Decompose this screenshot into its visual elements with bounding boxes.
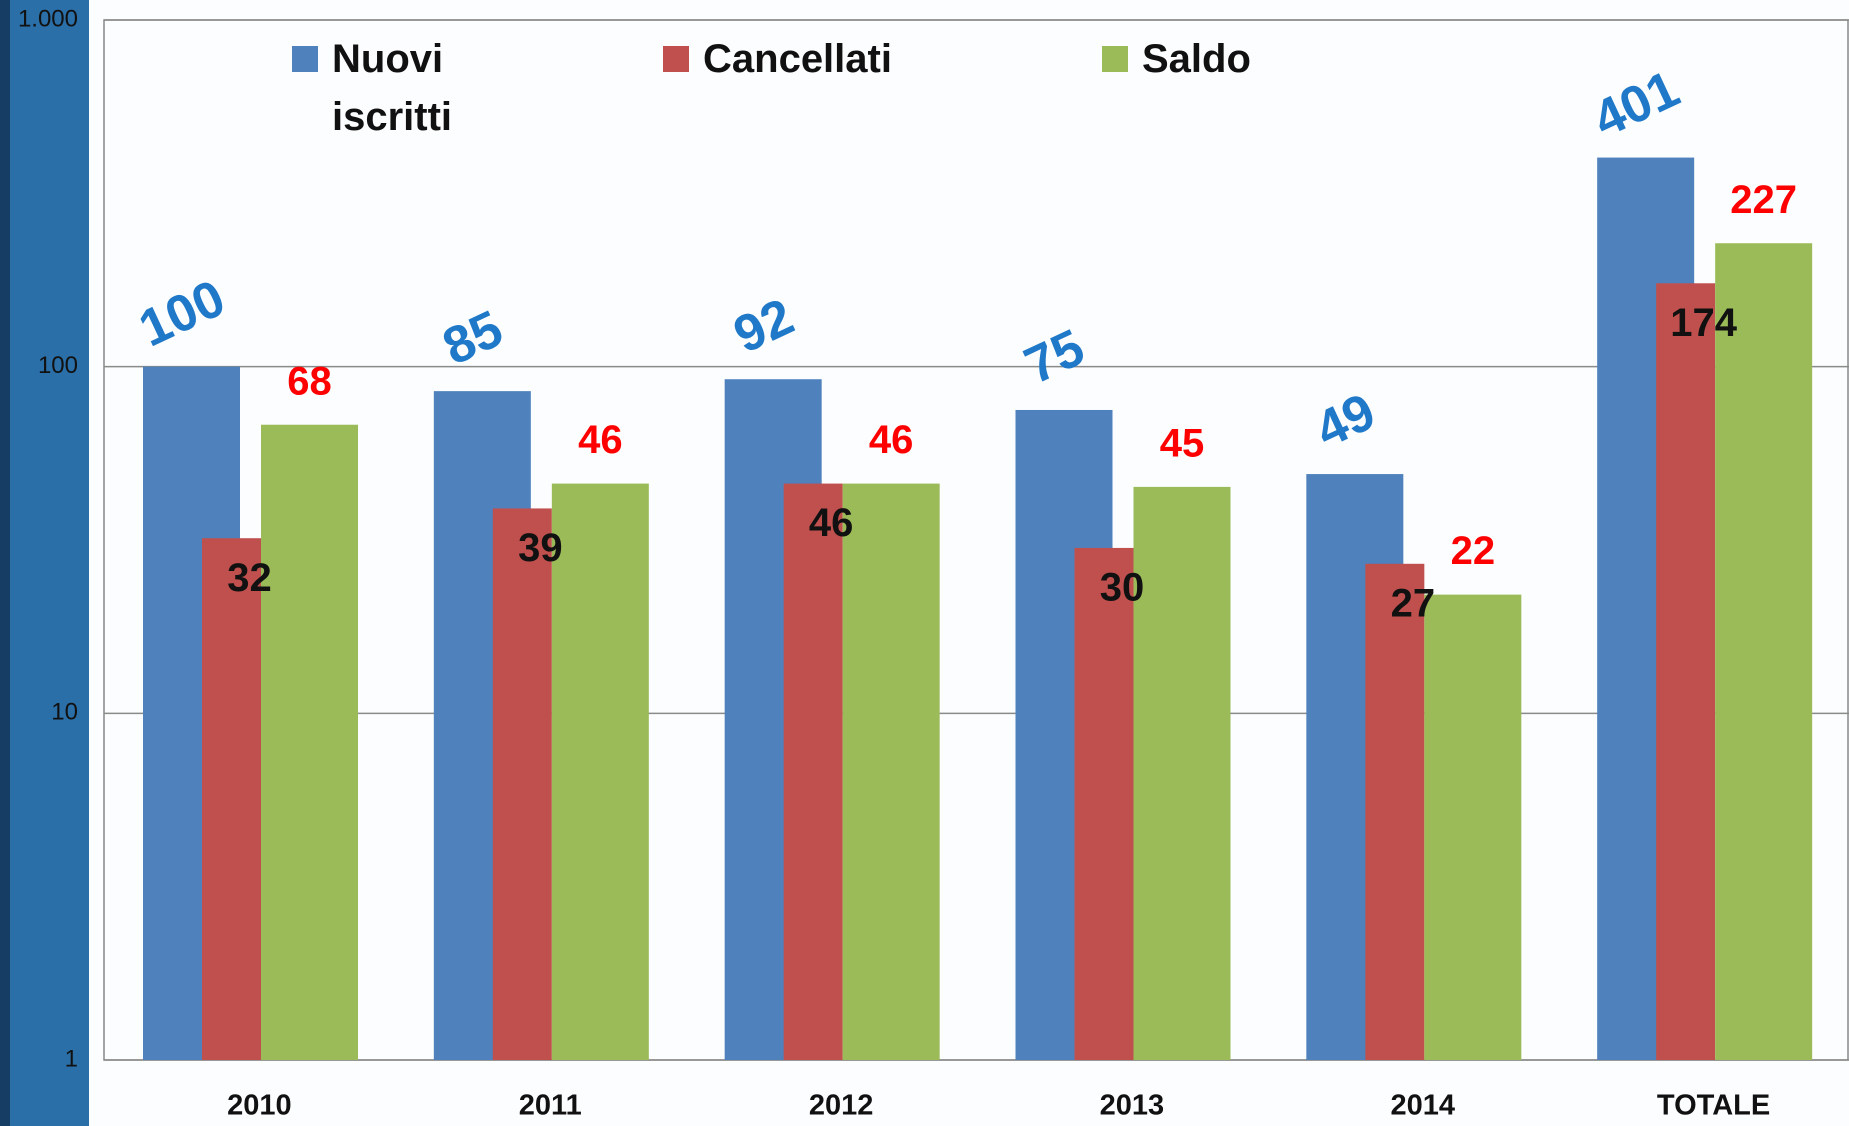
bar: [552, 484, 649, 1060]
value-label: 174: [1670, 301, 1737, 345]
value-label: 27: [1391, 581, 1436, 625]
chart: 1101001.00020101003268201185394620129246…: [0, 0, 1849, 1126]
bar: [784, 484, 843, 1060]
legend-label: Cancellati: [703, 30, 963, 88]
value-label: 46: [578, 418, 623, 462]
value-label: 45: [1160, 421, 1205, 465]
side-strip: [0, 0, 89, 1126]
x-tick-label: TOTALE: [1657, 1090, 1770, 1122]
y-tick-label: 1: [65, 1045, 78, 1072]
x-tick-label: 2012: [809, 1090, 874, 1122]
value-label: 32: [227, 556, 272, 600]
bar: [843, 484, 940, 1060]
value-label: 68: [287, 359, 332, 403]
bar: [493, 508, 552, 1060]
legend-swatch: [292, 46, 318, 72]
bar: [1656, 283, 1715, 1060]
value-label: 227: [1730, 178, 1797, 222]
legend-swatch: [1102, 46, 1128, 72]
y-tick-label: 10: [51, 699, 78, 726]
x-tick-label: 2010: [227, 1090, 292, 1122]
page: 1101001.00020101003268201185394620129246…: [0, 0, 1849, 1126]
legend-item: Nuovi iscritti: [292, 30, 482, 146]
value-label: 30: [1100, 565, 1145, 609]
bar: [1424, 595, 1521, 1060]
value-label: 46: [809, 501, 854, 545]
y-tick-label: 1.000: [18, 5, 78, 32]
value-label: 22: [1451, 529, 1496, 573]
y-tick-label: 100: [38, 352, 78, 379]
value-label: 46: [869, 418, 914, 462]
legend-item: Saldo: [1102, 30, 1342, 88]
bar: [1715, 243, 1812, 1060]
bar: [1365, 564, 1424, 1060]
bar: [261, 425, 358, 1060]
x-tick-label: 2011: [519, 1090, 582, 1122]
x-tick-label: 2013: [1100, 1090, 1165, 1122]
bar: [1134, 487, 1231, 1060]
x-tick-label: 2014: [1390, 1090, 1455, 1122]
bar: [1075, 548, 1134, 1060]
side-strip-edge: [0, 0, 10, 1126]
bar: [202, 538, 261, 1060]
legend-label: Nuovi iscritti: [332, 30, 482, 146]
legend-item: Cancellati: [663, 30, 963, 88]
value-label: 39: [518, 526, 563, 570]
legend-swatch: [663, 46, 689, 72]
legend-label: Saldo: [1142, 30, 1342, 88]
